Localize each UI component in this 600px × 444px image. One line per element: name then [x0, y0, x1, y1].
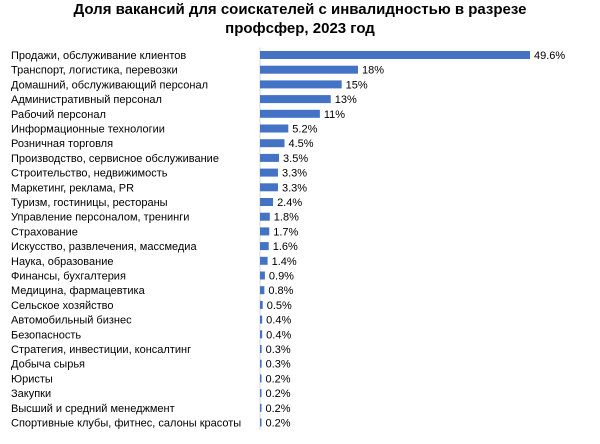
bar: [260, 359, 262, 368]
bar: [260, 300, 263, 309]
bar: [260, 389, 262, 398]
category-label: Высший и средний менеджмент: [11, 403, 175, 415]
category-label: Продажи, обслуживание клиентов: [11, 50, 186, 62]
value-label: 0.2%: [266, 388, 291, 400]
bar: [260, 403, 262, 412]
bar: [260, 124, 289, 133]
value-label: 0.2%: [266, 418, 291, 430]
bar: [260, 242, 269, 251]
category-label: Управление персоналом, тренинги: [11, 212, 189, 224]
category-label: Домашний, обслуживающий персонал: [11, 79, 208, 91]
category-label: Стратегия, инвестиции, консалтинг: [11, 344, 191, 356]
value-label: 49.6%: [534, 50, 565, 62]
category-label: Маркетинг, реклама, PR: [11, 182, 134, 194]
value-label: 0.3%: [266, 359, 291, 371]
value-label: 0.2%: [266, 403, 291, 415]
category-label: Медицина, фармацевтика: [11, 285, 146, 297]
bar: [260, 95, 331, 104]
chart-title-line2: профсфер, 2023 год: [225, 20, 375, 37]
category-label: Розничная торговля: [11, 138, 113, 150]
category-label: Сельское хозяйство: [11, 300, 113, 312]
category-label: Рабочий персонал: [11, 109, 106, 121]
value-label: 3.3%: [282, 168, 307, 180]
category-label: Транспорт, логистика, перевозки: [11, 65, 178, 77]
category-label: Безопасность: [11, 329, 81, 341]
category-label: Искусство, развлечения, массмедиа: [11, 241, 197, 253]
bar: [260, 315, 263, 324]
category-label: Строительство, недвижимость: [11, 168, 168, 180]
category-label: Добыча сырья: [11, 359, 85, 371]
value-label: 1.7%: [273, 226, 298, 238]
bar: [260, 374, 262, 383]
bar: [260, 198, 274, 206]
value-label: 0.8%: [268, 285, 293, 297]
category-label: Информационные технологии: [11, 124, 165, 136]
bar: [260, 153, 280, 162]
category-label: Административный персонал: [11, 94, 162, 106]
bar: [260, 80, 342, 89]
category-label: Страхование: [11, 226, 78, 238]
bar: [260, 183, 278, 192]
category-label: Закупки: [11, 388, 51, 400]
value-label: 13%: [335, 94, 357, 106]
category-label: Автомобильный бизнес: [11, 315, 132, 327]
bar: [260, 418, 262, 427]
category-label: Финансы, бухгалтерия: [11, 271, 126, 283]
value-label: 2.4%: [277, 197, 302, 209]
bar: [260, 286, 265, 295]
bar: [260, 51, 530, 59]
value-label: 1.6%: [273, 241, 298, 253]
value-label: 18%: [362, 65, 384, 77]
value-label: 11%: [324, 109, 345, 121]
value-label: 15%: [346, 79, 368, 91]
category-label: Спортивные клубы, фитнес, салоны красоты: [11, 418, 241, 430]
category-label: Наука, образование: [11, 256, 113, 268]
bar: [260, 227, 270, 236]
bar: [260, 271, 265, 280]
category-label: Юристы: [11, 373, 53, 385]
category-label: Производство, сервисное обслуживание: [11, 153, 219, 165]
value-label: 0.5%: [267, 300, 292, 312]
value-label: 1.4%: [272, 256, 297, 268]
chart-title-line1: Доля вакансий для соискателей с инвалидн…: [73, 1, 527, 18]
value-label: 5.2%: [292, 124, 317, 136]
bar: [260, 256, 268, 265]
value-label: 0.9%: [269, 271, 294, 283]
value-label: 1.8%: [274, 212, 299, 224]
bar: [260, 330, 263, 339]
value-label: 3.3%: [282, 182, 307, 194]
value-label: 0.3%: [266, 344, 291, 356]
category-label: Туризм, гостиницы, рестораны: [11, 197, 168, 209]
value-label: 3.5%: [283, 153, 308, 165]
bar: [260, 168, 278, 177]
bar: [260, 212, 270, 221]
value-label: 0.4%: [266, 329, 291, 341]
value-label: 4.5%: [288, 138, 313, 150]
value-label: 0.4%: [266, 315, 291, 327]
bar: [260, 65, 358, 74]
bar: [260, 345, 262, 353]
bar: [260, 109, 320, 118]
chart-title: Доля вакансий для соискателей с инвалидн…: [0, 0, 600, 38]
value-label: 0.2%: [266, 373, 291, 385]
bar: [260, 139, 285, 148]
